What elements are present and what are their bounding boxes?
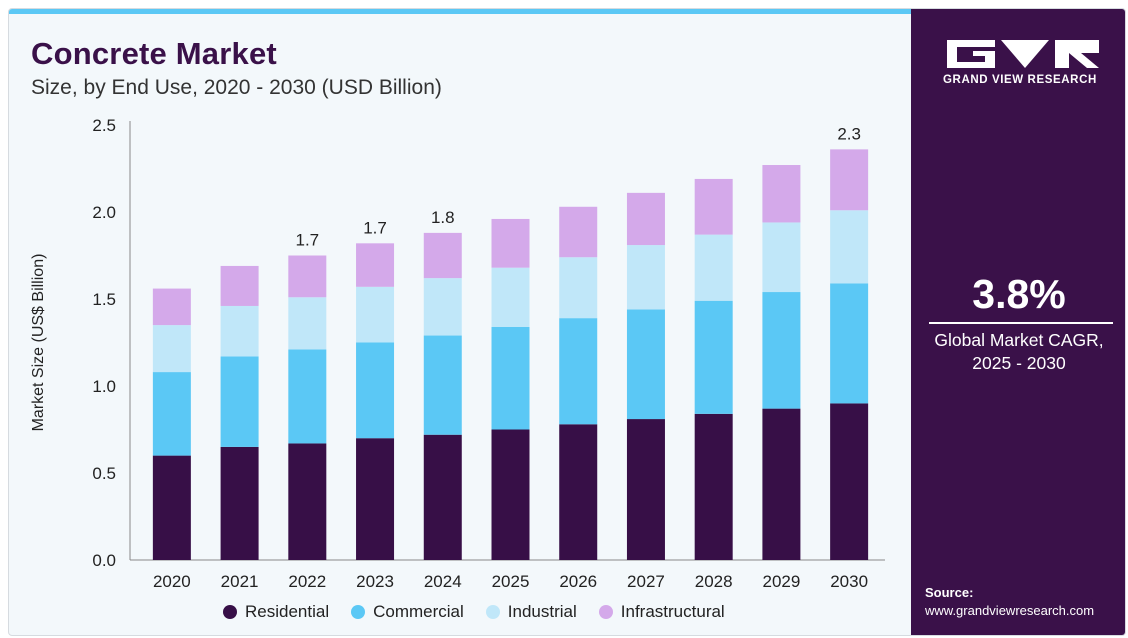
bar-segment-industrial bbox=[288, 297, 327, 350]
bar-segment-commercial bbox=[152, 372, 191, 456]
bar-segment-industrial bbox=[559, 257, 598, 319]
bar-segment-industrial bbox=[694, 234, 733, 301]
bar-segment-commercial bbox=[356, 342, 395, 439]
cagr-value: 3.8% bbox=[972, 271, 1066, 317]
source-label: Source: bbox=[925, 585, 974, 600]
y-axis-label: Market Size (US$ Billion) bbox=[30, 254, 47, 432]
legend-label: Infrastructural bbox=[620, 602, 725, 621]
bar-segment-infrastructural bbox=[288, 255, 327, 298]
legend-swatch bbox=[485, 605, 500, 619]
y-tick-label: 0.0 bbox=[92, 551, 116, 570]
bar-segment-infrastructural bbox=[559, 206, 598, 258]
bar-segment-residential bbox=[830, 403, 869, 560]
bar-segment-infrastructural bbox=[830, 149, 869, 211]
y-tick-label: 2.0 bbox=[92, 203, 116, 222]
legend-swatch bbox=[351, 605, 366, 619]
chart-card: Concrete Market Size, by End Use, 2020 -… bbox=[8, 8, 1126, 636]
cagr-label-line2: 2025 - 2030 bbox=[972, 353, 1066, 373]
x-tick-label: 2028 bbox=[695, 572, 733, 591]
bar-segment-residential bbox=[626, 419, 665, 560]
bar-segment-residential bbox=[423, 434, 462, 560]
bar-segment-infrastructural bbox=[626, 192, 665, 246]
bar-segment-commercial bbox=[626, 309, 665, 420]
info-panel: GRAND VIEW RESEARCH 3.8% Global Market C… bbox=[911, 9, 1125, 635]
bar-segment-infrastructural bbox=[762, 165, 801, 223]
x-tick-label: 2024 bbox=[424, 572, 462, 591]
x-tick-label: 2026 bbox=[559, 572, 597, 591]
bar-segment-industrial bbox=[626, 245, 665, 310]
bar-segment-residential bbox=[220, 446, 259, 560]
bar-segment-infrastructural bbox=[491, 218, 530, 268]
cagr-divider bbox=[929, 322, 1113, 324]
data-label: 2.3 bbox=[837, 124, 861, 143]
accent-bar bbox=[9, 9, 911, 14]
chart-legend: Residential Commercial Industrial Infrastru… bbox=[223, 602, 747, 622]
chart-subtitle: Size, by End Use, 2020 - 2030 (USD Billi… bbox=[31, 76, 442, 99]
x-tick-label: 2022 bbox=[288, 572, 326, 591]
gvr-logo-icon bbox=[947, 40, 1099, 68]
cagr-label-line1: Global Market CAGR, bbox=[934, 330, 1104, 350]
bar-segment-residential bbox=[491, 429, 530, 560]
bar-segment-commercial bbox=[694, 300, 733, 414]
bar-segment-industrial bbox=[830, 210, 869, 284]
brand-name: GRAND VIEW RESEARCH bbox=[943, 74, 1097, 86]
data-label: 1.7 bbox=[363, 218, 387, 237]
bar-segment-commercial bbox=[491, 326, 530, 430]
data-label: 1.7 bbox=[295, 231, 319, 250]
bar-segment-industrial bbox=[220, 305, 259, 357]
x-tick-label: 2029 bbox=[762, 572, 800, 591]
x-tick-label: 2027 bbox=[627, 572, 665, 591]
bar-segment-residential bbox=[694, 413, 733, 560]
legend-item-residential: Residential bbox=[223, 602, 329, 622]
bar-segment-commercial bbox=[762, 292, 801, 409]
cagr-label: Global Market CAGR, 2025 - 2030 bbox=[911, 329, 1125, 375]
bar-segment-residential bbox=[762, 408, 801, 560]
bar-segment-industrial bbox=[356, 286, 395, 343]
bar-segment-commercial bbox=[288, 349, 327, 444]
stacked-bar-chart: 0.0 0.5 1.0 1.5 2.0 2.5 Market Size (US$ Billi… bbox=[30, 116, 885, 591]
bar-segment-industrial bbox=[423, 278, 462, 336]
bar-segment-industrial bbox=[152, 325, 191, 373]
chart-panel: Concrete Market Size, by End Use, 2020 -… bbox=[9, 14, 911, 635]
legend-swatch bbox=[598, 605, 613, 619]
x-tick-label: 2025 bbox=[492, 572, 530, 591]
bar-segment-commercial bbox=[830, 283, 869, 404]
x-tick-label: 2021 bbox=[221, 572, 259, 591]
data-label: 1.8 bbox=[431, 208, 455, 227]
bar-segment-residential bbox=[559, 424, 598, 560]
y-tick-label: 1.5 bbox=[92, 290, 116, 309]
source-url: www.grandviewresearch.com bbox=[925, 603, 1095, 618]
bar-segment-infrastructural bbox=[423, 232, 462, 279]
legend-item-commercial: Commercial bbox=[351, 602, 464, 622]
chart-title: Concrete Market bbox=[31, 36, 277, 71]
legend-item-infrastructural: Infrastructural bbox=[598, 602, 725, 622]
x-tick-label: 2020 bbox=[153, 572, 191, 591]
bar-segment-industrial bbox=[491, 267, 530, 327]
legend-item-industrial: Industrial bbox=[485, 602, 577, 622]
bar-segment-infrastructural bbox=[694, 178, 733, 235]
legend-swatch bbox=[223, 605, 237, 619]
bar-segment-commercial bbox=[559, 318, 598, 425]
legend-label: Commercial bbox=[373, 602, 464, 621]
bar-segment-residential bbox=[288, 443, 327, 560]
y-tick-label: 0.5 bbox=[92, 464, 116, 483]
y-tick-label: 1.0 bbox=[92, 377, 116, 396]
bar-segment-commercial bbox=[220, 356, 259, 447]
bar-segment-residential bbox=[152, 455, 191, 560]
bar-segment-industrial bbox=[762, 222, 801, 293]
legend-label: Industrial bbox=[507, 602, 577, 621]
x-tick-label: 2023 bbox=[356, 572, 394, 591]
x-tick-label: 2030 bbox=[830, 572, 868, 591]
y-tick-label: 2.5 bbox=[92, 116, 116, 135]
bar-segment-infrastructural bbox=[152, 288, 191, 326]
legend-label: Residential bbox=[245, 602, 330, 621]
bar-segment-commercial bbox=[423, 335, 462, 435]
bar-segment-infrastructural bbox=[356, 243, 395, 287]
bar-segment-residential bbox=[356, 438, 395, 560]
bar-segment-infrastructural bbox=[220, 265, 259, 306]
